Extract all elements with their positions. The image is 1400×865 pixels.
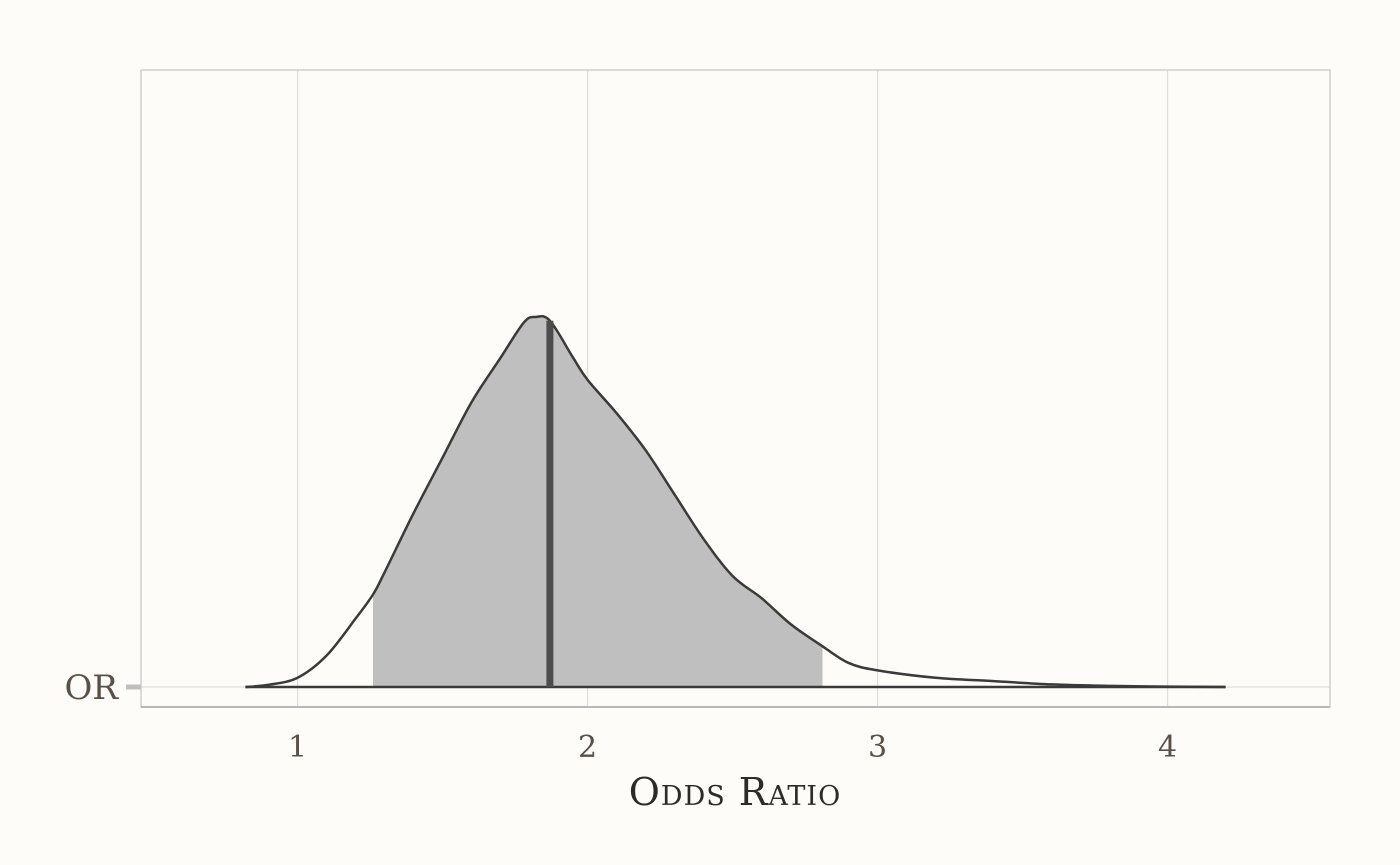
y-category-label-or: OR <box>65 668 120 708</box>
x-tick-label-1: 1 <box>288 730 307 765</box>
x-tick-label-3: 3 <box>868 730 887 765</box>
x-axis-title: Odds Ratio <box>629 770 841 814</box>
density-line <box>245 314 1226 689</box>
x-tick-label-4: 4 <box>1158 730 1177 765</box>
marks-layer <box>245 314 1226 689</box>
x-tick-label-2: 2 <box>578 730 597 765</box>
interval-fill <box>373 316 823 687</box>
labels-layer: 1 2 3 4 OR <box>65 668 1178 765</box>
